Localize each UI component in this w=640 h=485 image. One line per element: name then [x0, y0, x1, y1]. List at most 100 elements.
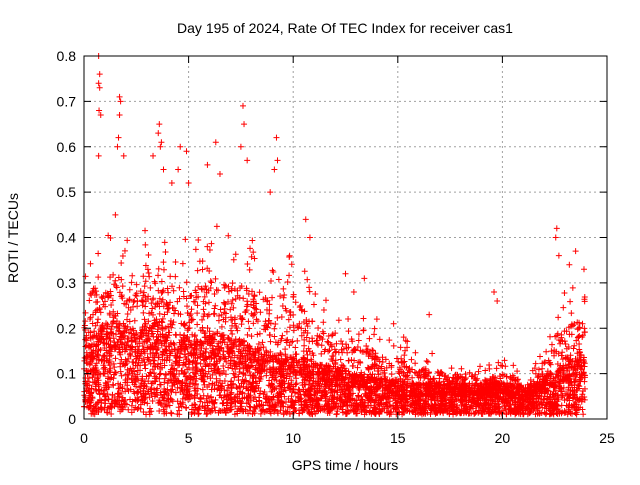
- roti-point: [198, 361, 204, 367]
- roti-point: [412, 350, 418, 356]
- roti-point: [246, 325, 252, 331]
- roti-point: [274, 315, 280, 321]
- roti-point: [122, 248, 128, 254]
- roti-point: [216, 318, 222, 324]
- roti-point: [206, 299, 212, 305]
- roti-point: [345, 316, 351, 322]
- roti-point: [267, 332, 273, 338]
- roti-point: [239, 321, 245, 327]
- roti-point: [115, 391, 121, 397]
- roti-point: [208, 241, 214, 247]
- roti-point: [225, 399, 231, 405]
- roti-point: [184, 279, 190, 285]
- roti-point: [118, 260, 124, 266]
- roti-point: [408, 357, 414, 363]
- roti-point: [576, 333, 582, 339]
- roti-point: [141, 290, 147, 296]
- roti-point: [495, 360, 501, 366]
- roti-point: [173, 332, 179, 338]
- roti-point: [268, 278, 274, 284]
- roti-point: [215, 287, 221, 293]
- roti-point: [231, 371, 237, 377]
- roti-point: [412, 360, 418, 366]
- roti-point: [150, 297, 156, 303]
- roti-point: [356, 337, 362, 343]
- roti-point: [183, 405, 189, 411]
- roti-point: [449, 365, 455, 371]
- roti-point: [286, 272, 292, 278]
- roti-point: [162, 239, 168, 245]
- roti-point: [369, 347, 375, 353]
- roti-point: [173, 332, 179, 338]
- roti-point: [560, 305, 566, 311]
- roti-point: [279, 314, 285, 320]
- roti-point: [555, 314, 561, 320]
- roti-point: [498, 362, 504, 368]
- roti-point: [284, 329, 290, 335]
- roti-point: [499, 363, 505, 369]
- roti-point: [360, 315, 366, 321]
- roti-point: [567, 299, 573, 305]
- roti-point: [334, 411, 340, 417]
- roti-point: [338, 357, 344, 363]
- roti-point: [112, 278, 118, 284]
- roti-point: [315, 325, 321, 331]
- roti-point: [336, 317, 342, 323]
- roti-point: [280, 303, 286, 309]
- roti-point: [259, 339, 265, 345]
- roti-point: [549, 342, 555, 348]
- roti-point: [306, 284, 312, 290]
- roti-point: [144, 400, 150, 406]
- roti-point: [271, 326, 277, 332]
- roti-point: [247, 404, 253, 410]
- roti-point: [197, 258, 203, 264]
- roti-point: [214, 223, 220, 229]
- roti-point: [363, 343, 369, 349]
- roti-point: [312, 291, 318, 297]
- roti-point: [140, 310, 146, 316]
- roti-point: [571, 346, 577, 352]
- roti-point: [219, 324, 225, 330]
- roti-point: [228, 328, 234, 334]
- roti-point: [95, 274, 101, 280]
- roti-point: [147, 370, 153, 376]
- roti-point: [188, 306, 194, 312]
- roti-point: [394, 356, 400, 362]
- chart-title: Day 195 of 2024, Rate Of TEC Index for r…: [177, 20, 513, 36]
- roti-point: [279, 333, 285, 339]
- roti-point: [231, 257, 237, 263]
- roti-point: [401, 352, 407, 358]
- roti-point: [366, 336, 372, 342]
- roti-point: [371, 331, 377, 337]
- roti-point: [282, 346, 288, 352]
- roti-point: [200, 306, 206, 312]
- roti-point: [157, 311, 163, 317]
- roti-point: [94, 299, 100, 305]
- roti-point: [167, 273, 173, 279]
- roti-point: [247, 245, 253, 251]
- roti-point: [294, 380, 300, 386]
- roti-point: [156, 408, 162, 414]
- roti-point: [238, 316, 244, 322]
- roti-point: [281, 292, 287, 298]
- roti-point: [372, 326, 378, 332]
- roti-point: [346, 328, 352, 334]
- roti-point: [304, 277, 310, 283]
- roti-point: [132, 318, 138, 324]
- roti-point: [338, 338, 344, 344]
- roti-point: [120, 253, 126, 259]
- roti-point: [267, 365, 273, 371]
- roti-point: [576, 325, 582, 331]
- roti-point: [124, 237, 130, 243]
- roti-point: [128, 344, 134, 350]
- roti-point: [87, 261, 93, 267]
- roti-point: [158, 371, 164, 377]
- roti-point: [134, 303, 140, 309]
- roti-point: [112, 212, 118, 218]
- roti-point: [212, 303, 218, 309]
- roti-point: [301, 343, 307, 349]
- roti-point: [344, 350, 350, 356]
- roti-point: [244, 332, 250, 338]
